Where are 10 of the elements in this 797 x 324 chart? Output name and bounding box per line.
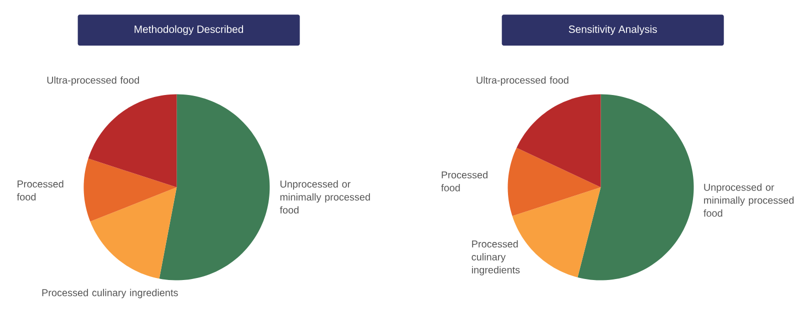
slice-label: Processed food [16, 180, 64, 200]
slice-label: Unprocessed or minimally processed food [280, 180, 370, 214]
slice-label: Unprocessed or minimally processed food [704, 184, 794, 217]
chart-title: Sensitivity Analysis [568, 25, 657, 35]
slice-label: Processed culinary ingredients [42, 288, 178, 298]
chart-title: Methodology Described [134, 25, 244, 35]
slice-label: Ultra-processed food [47, 76, 139, 86]
slice-label: Processed food [441, 171, 488, 192]
slice-label: Ultra-processed food [476, 76, 568, 86]
slice-label: Processed culinary ingredients [472, 240, 520, 276]
